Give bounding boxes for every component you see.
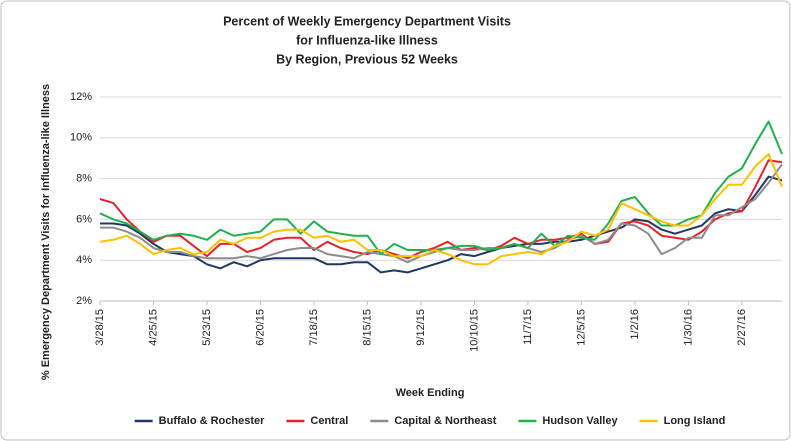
x-tick-label: 9/12/15 [415, 309, 427, 346]
y-tick-label: 4% [76, 254, 92, 266]
x-tick-label: 11/7/15 [522, 309, 534, 345]
series-line [100, 175, 783, 274]
x-tick-label: 2/27/16 [736, 309, 748, 346]
y-tick-label: 8% [76, 173, 92, 185]
x-tick-label: 5/23/15 [201, 309, 213, 346]
y-axis-title: % Emergency Department Visits for Influe… [40, 84, 52, 380]
x-tick-label: 6/20/15 [254, 309, 266, 346]
x-tick-label: 12/5/15 [575, 309, 587, 346]
chart-title: for Influenza-like Illness [296, 33, 438, 47]
series-line [99, 159, 783, 260]
x-tick-label: 10/10/15 [468, 309, 480, 352]
x-tick-label: 7/18/15 [308, 309, 320, 346]
x-axis-title: Week Ending [396, 387, 465, 399]
y-tick-label: 2% [76, 295, 92, 307]
series-line [99, 120, 783, 256]
series-line [99, 153, 783, 266]
x-tick-label: 8/15/15 [361, 309, 373, 346]
x-tick-label: 3/28/15 [94, 309, 106, 346]
y-tick-label: 6% [76, 213, 92, 225]
y-tick-label: 10% [70, 132, 92, 144]
chart-title: By Region, Previous 52 Weeks [276, 52, 458, 66]
legend-label: Central [310, 415, 348, 427]
x-tick-label: 4/25/15 [147, 309, 159, 346]
legend-label: Long Island [664, 415, 726, 427]
x-tick-label: 1/2/16 [629, 309, 641, 340]
legend-label: Capital & Northeast [394, 415, 496, 427]
legend-label: Buffalo & Rochester [159, 415, 265, 427]
legend-label: Hudson Valley [542, 415, 618, 427]
x-tick-label: 1/30/16 [682, 309, 694, 346]
chart-title: Percent of Weekly Emergency Department V… [223, 14, 511, 28]
y-tick-label: 12% [70, 91, 92, 103]
